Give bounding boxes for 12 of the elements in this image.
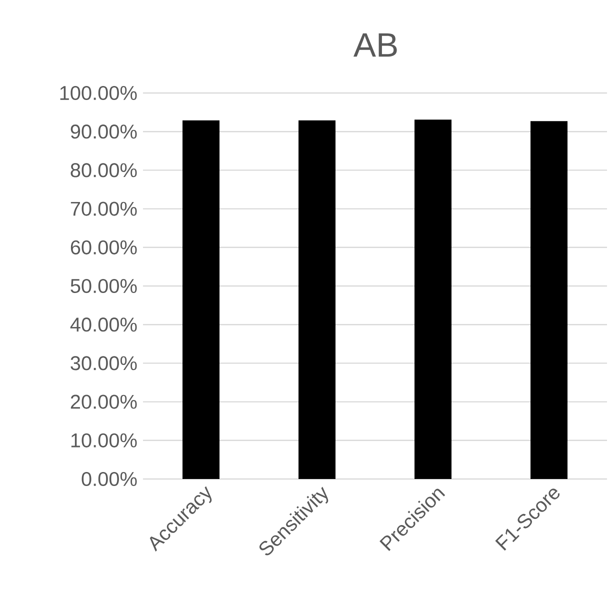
y-tick-label: 0.00% [82,472,137,486]
y-tick-label: 70.00% [70,202,137,216]
y-tick-label: 50.00% [70,278,137,294]
y-tick-label: 20.00% [70,394,137,409]
y-tick-label: 10.00% [71,433,137,448]
y-tick-label: 100.00% [60,86,137,100]
y-tick-label: 80.00% [70,163,137,178]
y-tick-label: 40.00% [70,318,137,332]
y-tick-label: 60.00% [70,240,137,254]
y-tick-label: 30.00% [70,356,137,370]
y-tick-label: 90.00% [70,124,137,139]
chart-title: AB [353,33,397,57]
